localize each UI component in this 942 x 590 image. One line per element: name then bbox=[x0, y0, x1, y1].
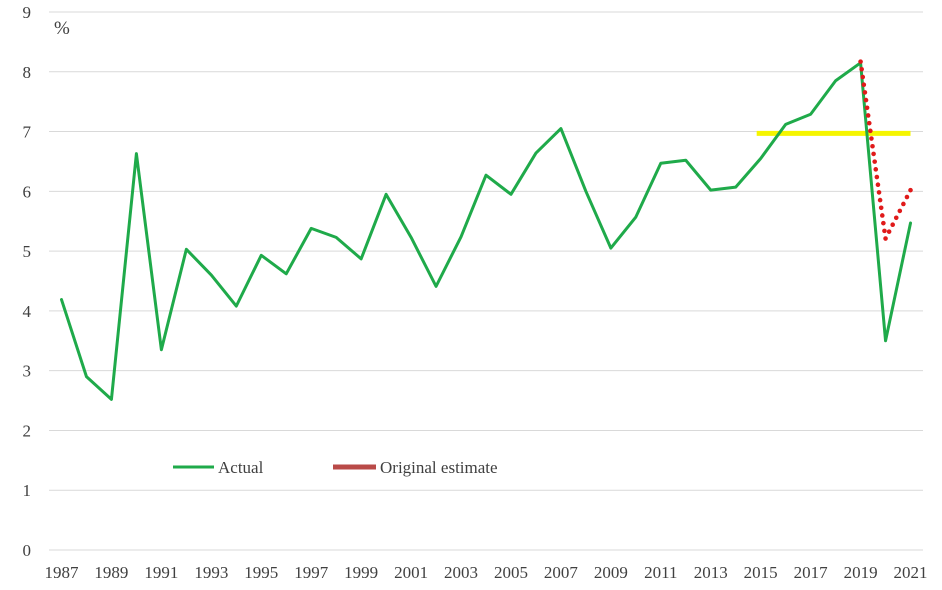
original-estimate-dot bbox=[861, 82, 867, 87]
x-tick-label: 2007 bbox=[544, 563, 579, 582]
x-tick-label: 2021 bbox=[894, 563, 928, 582]
original-estimate-dot bbox=[883, 236, 888, 241]
original-estimate-dot bbox=[893, 215, 899, 221]
x-tick-label: 2011 bbox=[644, 563, 677, 582]
original-estimate-dot bbox=[871, 151, 876, 157]
original-estimate-dot bbox=[866, 120, 872, 126]
x-axis-tick-labels: 1987 1989 1991 1993 1995 1997 1999 2001 2003 2005… bbox=[44, 563, 927, 582]
x-tick-label: 1987 bbox=[44, 563, 79, 582]
gridlines bbox=[49, 11, 923, 551]
x-tick-label: 2013 bbox=[694, 563, 728, 582]
original-estimate-dot bbox=[886, 229, 892, 234]
original-estimate-dot bbox=[877, 197, 883, 203]
y-tick-label: 3 bbox=[23, 362, 32, 381]
y-axis-unit-label: % bbox=[54, 18, 70, 39]
x-tick-label: 1999 bbox=[344, 563, 378, 582]
original-estimate-dot bbox=[901, 201, 906, 207]
series-line-actual bbox=[59, 61, 913, 401]
series-line-original-estimate bbox=[858, 59, 913, 241]
x-tick-label: 1991 bbox=[144, 563, 178, 582]
original-estimate-dot bbox=[904, 194, 910, 200]
series-layer bbox=[59, 59, 913, 401]
x-tick-label: 2001 bbox=[394, 563, 428, 582]
original-estimate-dot bbox=[879, 213, 885, 218]
y-tick-label: 8 bbox=[23, 63, 32, 82]
y-tick-label: 7 bbox=[23, 123, 32, 142]
y-tick-label: 1 bbox=[23, 481, 32, 500]
original-estimate-dot bbox=[874, 174, 880, 180]
original-estimate-dot bbox=[859, 67, 864, 72]
original-estimate-dot bbox=[872, 159, 877, 164]
y-axis-tick-labels: 0 1 2 3 4 5 6 7 8 9 bbox=[23, 3, 32, 560]
legend-label-original-estimate: Original estimate bbox=[380, 458, 498, 477]
y-tick-label: 5 bbox=[23, 242, 32, 261]
original-estimate-dot bbox=[865, 113, 871, 118]
original-estimate-dot bbox=[868, 128, 873, 134]
original-estimate-dot bbox=[876, 190, 882, 195]
original-estimate-dot bbox=[890, 222, 895, 228]
original-estimate-dot bbox=[878, 205, 884, 211]
original-estimate-dot bbox=[873, 167, 879, 172]
original-estimate-dot bbox=[908, 187, 913, 193]
legend-label-actual: Actual bbox=[218, 458, 264, 477]
y-tick-label: 4 bbox=[23, 302, 32, 321]
original-estimate-dot bbox=[897, 208, 903, 214]
x-tick-label: 2005 bbox=[494, 563, 528, 582]
x-tick-label: 1995 bbox=[244, 563, 278, 582]
original-estimate-dot bbox=[863, 97, 869, 103]
x-tick-label: 1993 bbox=[194, 563, 228, 582]
legend: Actual Original estimate bbox=[173, 458, 498, 477]
original-estimate-dot bbox=[862, 90, 868, 95]
x-tick-label: 2003 bbox=[444, 563, 478, 582]
original-estimate-dot bbox=[864, 105, 870, 111]
original-estimate-dot bbox=[881, 220, 886, 226]
x-tick-label: 2009 bbox=[594, 563, 628, 582]
original-estimate-dot bbox=[858, 59, 863, 64]
original-estimate-dot bbox=[869, 136, 874, 141]
x-tick-label: 1997 bbox=[294, 563, 329, 582]
y-tick-label: 9 bbox=[23, 3, 32, 22]
y-tick-label: 6 bbox=[23, 182, 32, 201]
original-estimate-dot bbox=[882, 228, 887, 234]
x-tick-label: 2019 bbox=[844, 563, 878, 582]
original-estimate-dot bbox=[870, 143, 875, 149]
original-estimate-dot bbox=[860, 74, 866, 80]
original-estimate-dot bbox=[875, 182, 881, 188]
y-tick-label: 0 bbox=[23, 541, 32, 560]
x-tick-label: 1989 bbox=[94, 563, 128, 582]
x-tick-label: 2017 bbox=[794, 563, 829, 582]
y-tick-label: 2 bbox=[23, 421, 32, 440]
x-tick-label: 2015 bbox=[744, 563, 778, 582]
